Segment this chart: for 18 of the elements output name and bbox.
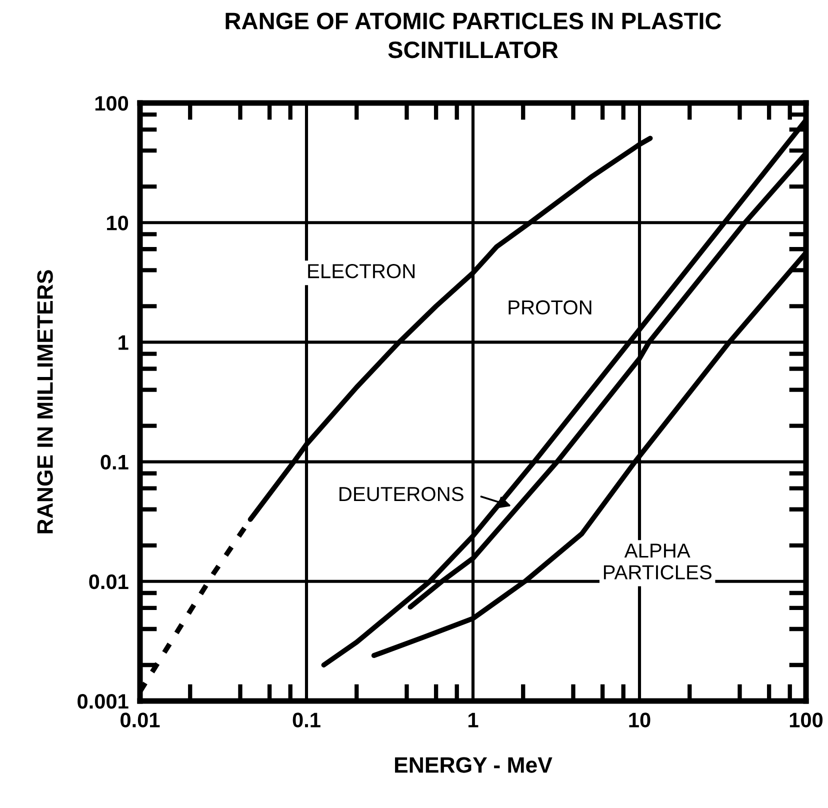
y-tick-label: 100 bbox=[95, 96, 128, 111]
series-label: ELECTRON bbox=[308, 264, 415, 278]
chart-title: RANGE OF ATOMIC PARTICLES IN PLASTIC SCINTILLATOR bbox=[226, 12, 722, 58]
x-tick-label: 0.1 bbox=[292, 712, 320, 728]
x-tick-label: 10 bbox=[629, 712, 650, 728]
x-tick-label: 100 bbox=[790, 712, 823, 728]
x-axis-title: ENERGY - MeV bbox=[395, 757, 552, 773]
y-axis-title: RANGE IN MILLIMETERS bbox=[37, 270, 53, 534]
y-tick-label: 10 bbox=[107, 216, 128, 230]
text: PROTON bbox=[508, 300, 592, 315]
series-label: ALPHA PARTICLES bbox=[604, 544, 712, 580]
y-tick-label: 0.1 bbox=[100, 454, 128, 470]
x-tick-label: 0.01 bbox=[120, 712, 160, 728]
x-tick-label: 1 bbox=[468, 712, 478, 728]
legend-label: DEUTERONS bbox=[340, 486, 464, 502]
y-tick-label: 1 bbox=[118, 335, 128, 350]
y-tick-label: 0.01 bbox=[89, 574, 128, 590]
y-tick-label: 0.001 bbox=[78, 694, 128, 709]
